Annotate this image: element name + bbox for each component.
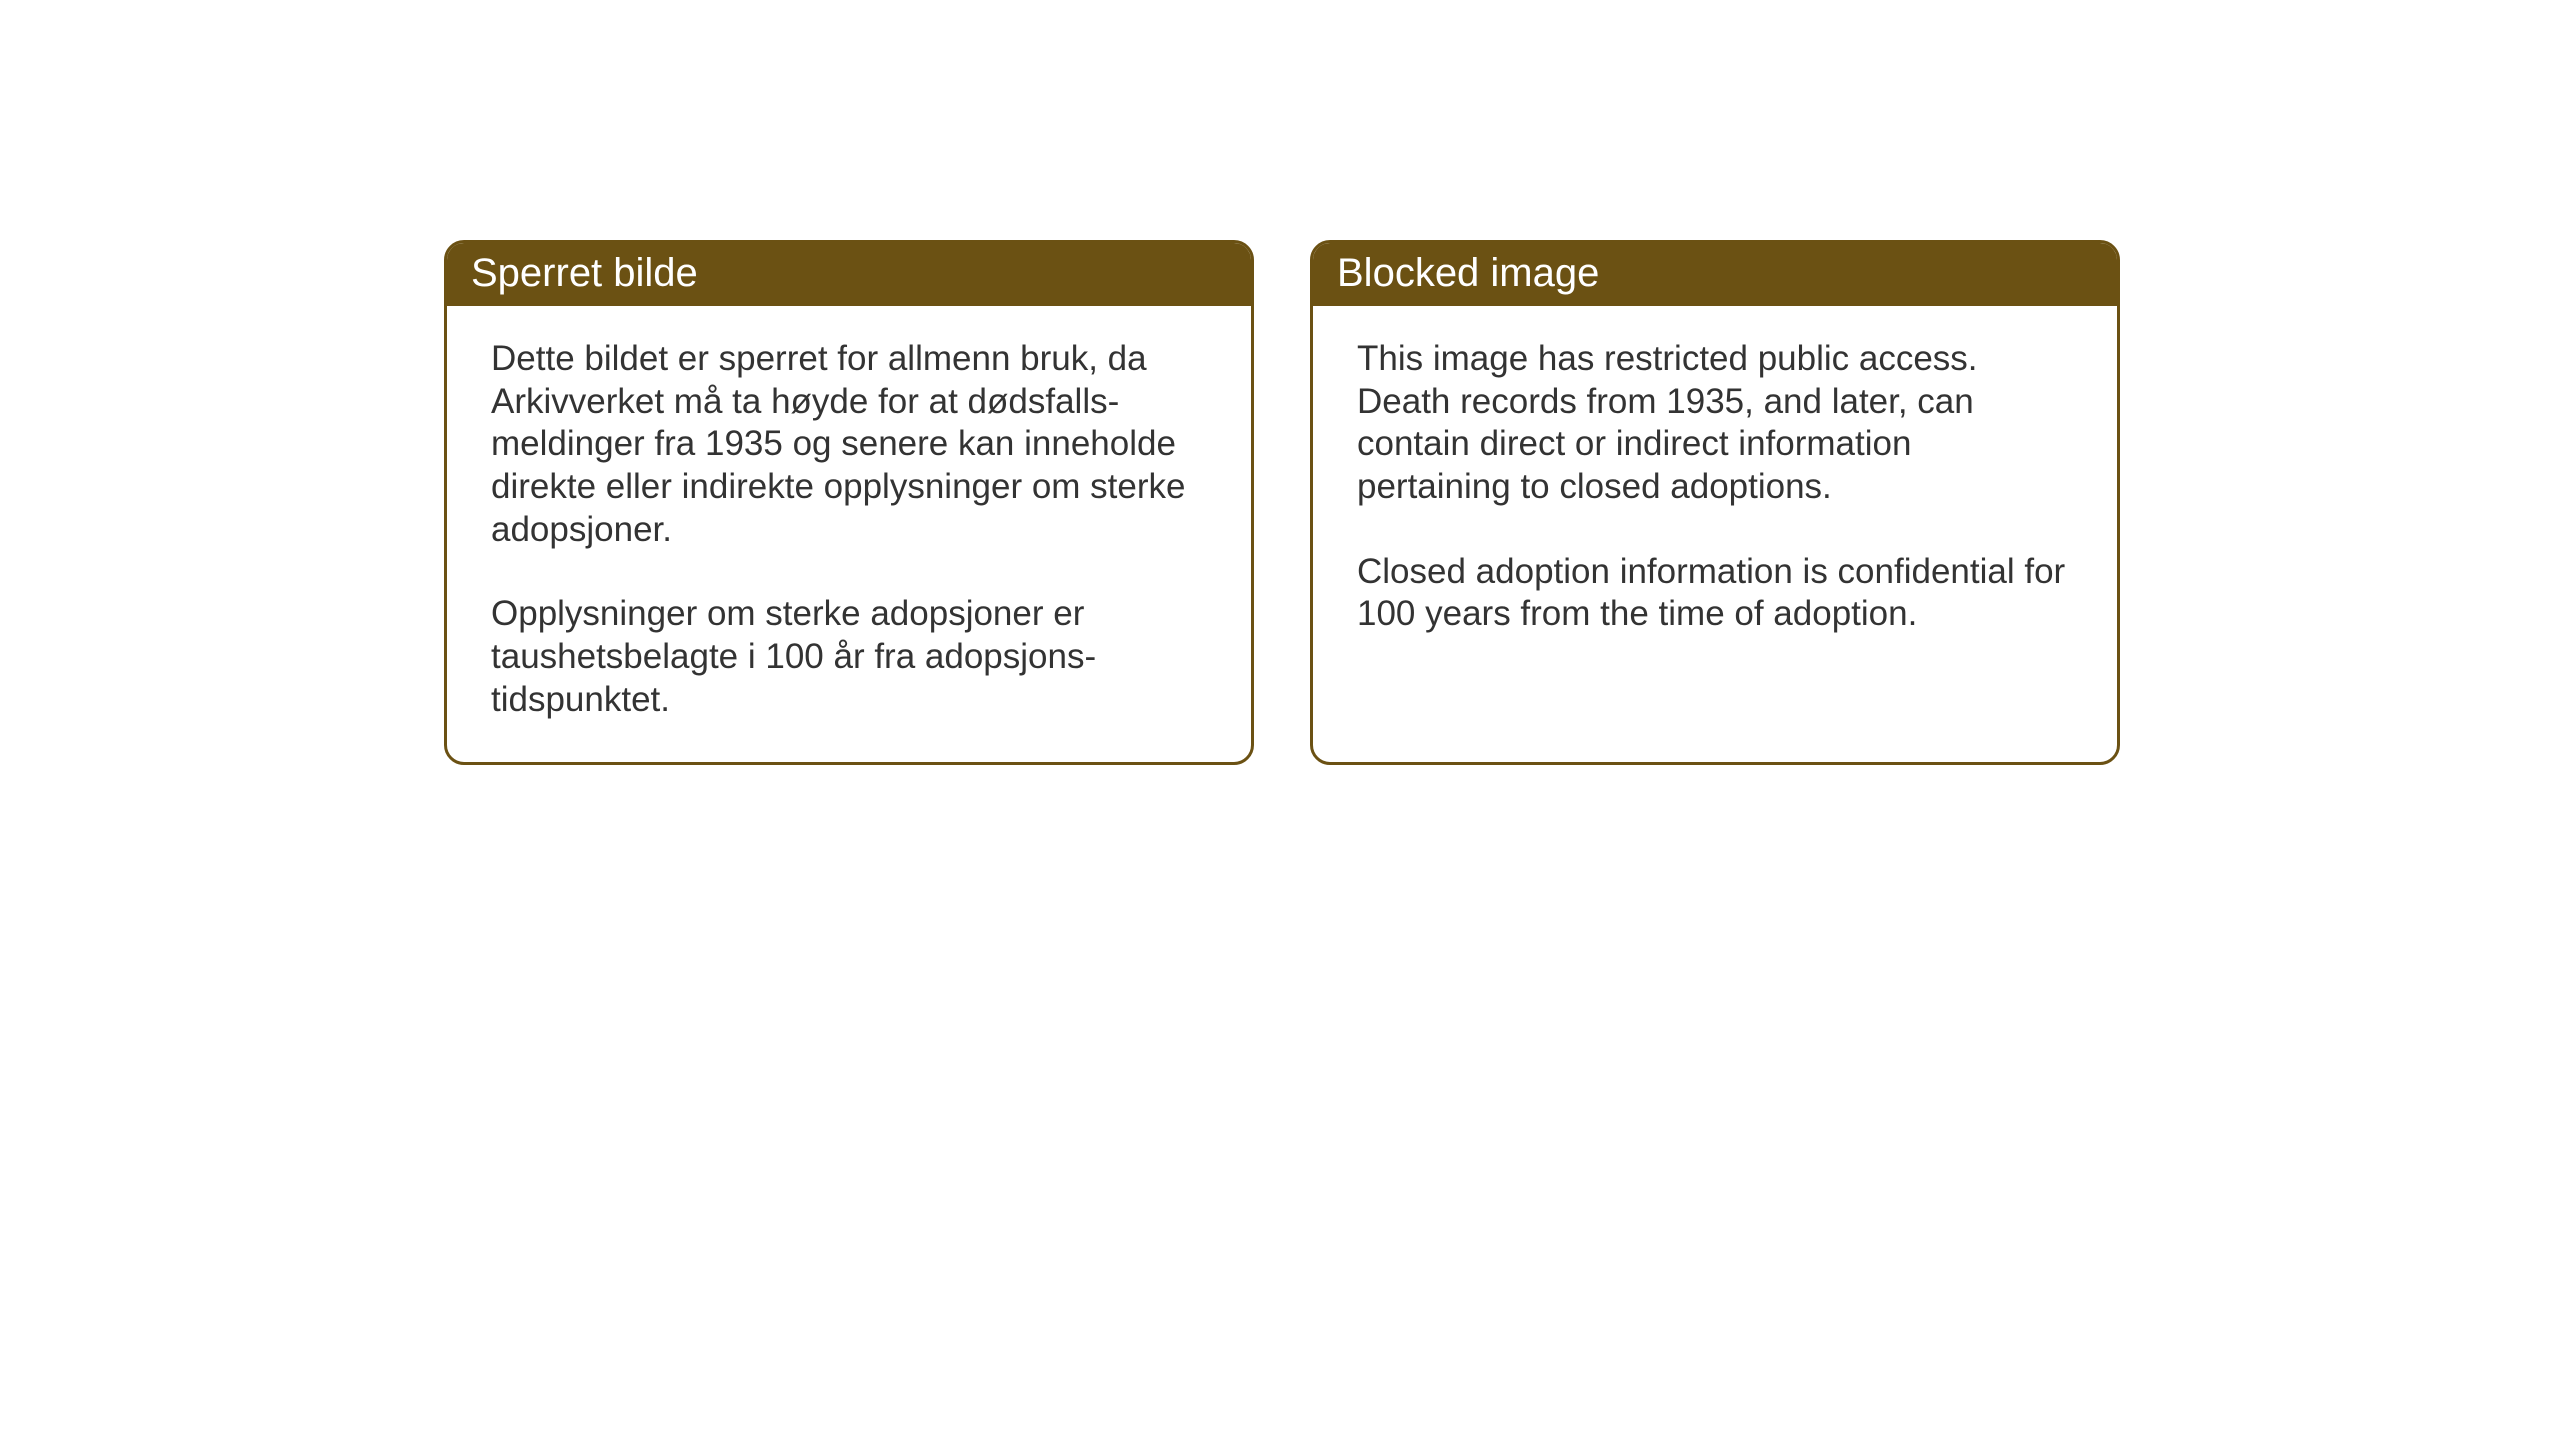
card-paragraph-english-2: Closed adoption information is confident… [1357,551,2073,636]
card-norwegian: Sperret bilde Dette bildet er sperret fo… [444,240,1254,765]
card-body-norwegian: Dette bildet er sperret for allmenn bruk… [447,306,1251,762]
cards-container: Sperret bilde Dette bildet er sperret fo… [444,240,2120,765]
card-body-english: This image has restricted public access.… [1313,306,2117,676]
card-title-english: Blocked image [1337,251,1599,295]
card-title-norwegian: Sperret bilde [471,251,698,295]
card-header-english: Blocked image [1313,243,2117,306]
card-header-norwegian: Sperret bilde [447,243,1251,306]
card-paragraph-norwegian-2: Opplysninger om sterke adopsjoner er tau… [491,593,1207,721]
card-paragraph-norwegian-1: Dette bildet er sperret for allmenn bruk… [491,338,1207,551]
card-paragraph-english-1: This image has restricted public access.… [1357,338,2073,509]
card-english: Blocked image This image has restricted … [1310,240,2120,765]
